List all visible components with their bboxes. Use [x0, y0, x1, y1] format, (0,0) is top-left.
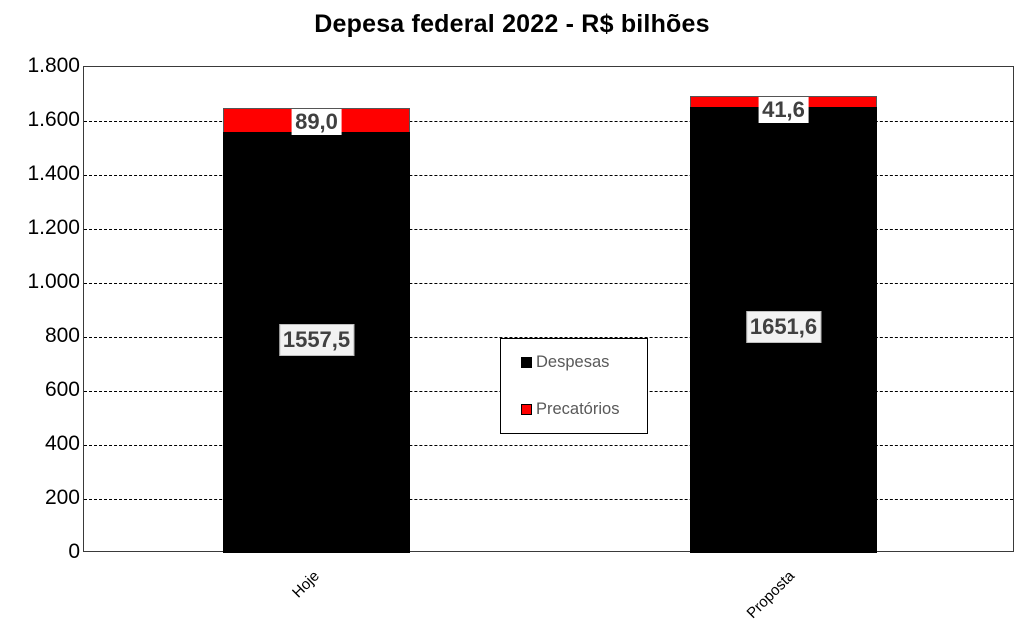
legend-swatch-precatorios [521, 404, 532, 415]
y-tick-label: 600 [44, 378, 80, 401]
y-tick-label: 1.000 [27, 270, 80, 293]
gridline [84, 229, 1013, 230]
legend-label: Precatórios [536, 400, 620, 418]
gridline [84, 175, 1013, 176]
x-tick-label: Hoje [288, 567, 323, 602]
legend-item-precatorios: Precatórios [521, 400, 619, 419]
data-label-despesas: 1557,5 [278, 323, 355, 356]
y-tick-label: 0 [68, 540, 80, 563]
plot-area: 89,0 1557,5 41,6 1651,6 [83, 66, 1014, 553]
legend: Despesas Precatórios [500, 338, 648, 434]
gridline [84, 337, 1013, 338]
y-tick-label: 1.600 [27, 108, 80, 131]
x-tick-label: Proposta [743, 567, 799, 622]
y-tick-label: 200 [44, 486, 80, 509]
gridline [84, 445, 1013, 446]
y-tick-label: 1.400 [27, 162, 80, 185]
data-label-precatorios: 41,6 [758, 96, 809, 123]
y-tick-label: 400 [44, 432, 80, 455]
gridline [84, 121, 1013, 122]
y-tick-label: 1.200 [27, 216, 80, 239]
legend-item-despesas: Despesas [521, 353, 609, 372]
legend-swatch-despesas [521, 357, 532, 368]
data-label-precatorios: 89,0 [291, 109, 342, 136]
y-tick-label: 1.800 [27, 54, 80, 77]
chart-title: Depesa federal 2022 - R$ bilhões [314, 10, 710, 38]
gridline [84, 499, 1013, 500]
data-label-despesas: 1651,6 [745, 311, 822, 344]
y-tick-label: 800 [44, 324, 80, 347]
legend-label: Despesas [536, 353, 610, 371]
gridline [84, 283, 1013, 284]
